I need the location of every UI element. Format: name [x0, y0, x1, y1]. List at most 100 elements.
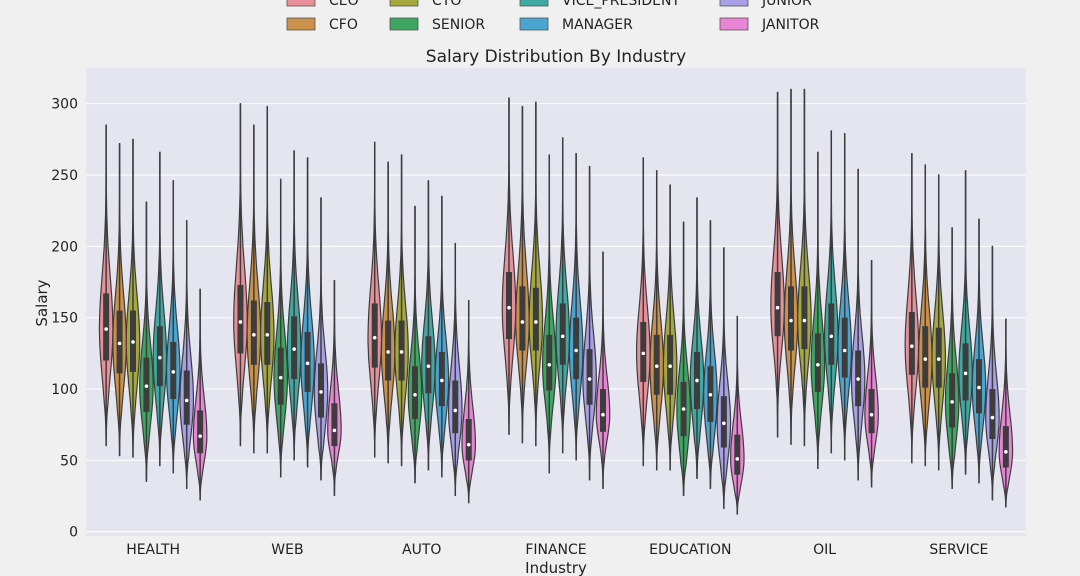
- violin-iqr-box: [922, 326, 929, 388]
- violin-median: [507, 305, 511, 310]
- violin-median: [775, 305, 780, 310]
- x-tick-label: AUTO: [402, 542, 441, 558]
- violin-median: [977, 385, 981, 390]
- violin-janitor-web: [327, 280, 342, 497]
- violin-median: [104, 327, 108, 331]
- legend-label: JANITOR: [761, 17, 820, 33]
- violin-median: [547, 362, 552, 367]
- y-axis: 0 50 100 150 200 250 300: [51, 97, 78, 541]
- violin-median: [722, 421, 726, 426]
- violin-iqr-box: [237, 284, 244, 354]
- violin-senior-web: [273, 178, 288, 478]
- violin-junior-health: [179, 220, 194, 489]
- y-tick-label: 300: [51, 97, 78, 113]
- violin-cto-oil: [797, 88, 812, 447]
- violin-iqr-box: [841, 317, 848, 378]
- violin-iqr-box: [586, 349, 593, 405]
- violin-median: [252, 333, 256, 337]
- violin-iqr-box: [600, 389, 606, 432]
- violin-median: [910, 344, 914, 349]
- legend-swatch: [519, 17, 549, 31]
- violin-median: [574, 348, 578, 353]
- legend-item-janitor: JANITOR: [719, 17, 820, 33]
- violin-median: [131, 340, 135, 344]
- violin-median: [869, 412, 874, 417]
- y-axis-label: Salary: [33, 279, 51, 326]
- y-tick-label: 250: [51, 168, 78, 184]
- legend-item-cfo: CFO: [286, 17, 358, 33]
- violin-senior-service: [944, 227, 960, 489]
- violin-median: [681, 407, 686, 411]
- violin-median: [117, 341, 122, 346]
- violin-iqr-box: [559, 303, 566, 365]
- legend-item-manager: MANAGER: [519, 17, 633, 33]
- legend-label: CFO: [329, 17, 358, 33]
- violin-junior-education: [716, 247, 732, 509]
- violin-median: [708, 392, 713, 397]
- legend-label: VICE_PRESIDENT: [562, 0, 680, 9]
- violin-median: [601, 412, 605, 417]
- violin-median: [829, 334, 834, 339]
- violin-iqr-box: [506, 272, 512, 340]
- y-tick-label: 0: [69, 525, 78, 541]
- violin-senior-auto: [407, 205, 423, 484]
- violin-iqr-box: [989, 389, 996, 439]
- violin-median: [1004, 450, 1008, 454]
- y-tick-label: 100: [51, 382, 78, 398]
- violin-median: [842, 348, 847, 353]
- violin-median: [923, 357, 928, 361]
- violin-median: [466, 442, 471, 447]
- violin-median: [856, 377, 860, 381]
- violin-junior-auto: [448, 242, 463, 497]
- violin-ceo-health: [98, 124, 114, 447]
- x-tick-label: FINANCE: [525, 542, 586, 558]
- violin-manager-education: [703, 220, 718, 489]
- violin-iqr-box: [412, 366, 418, 419]
- legend-label: CEO: [329, 0, 359, 9]
- violin-manager-service: [971, 218, 987, 484]
- violin-iqr-box: [197, 410, 204, 454]
- violin-iqr-box: [868, 389, 875, 434]
- legend-swatch: [389, 17, 419, 31]
- x-axis: HEALTH WEB AUTO FINANCE EDUCATION OIL SERVICE: [126, 542, 988, 558]
- violin-manager-auto: [434, 195, 450, 478]
- violin-median: [990, 415, 995, 420]
- violin-janitor-finance: [595, 251, 611, 489]
- violin-cto-finance: [528, 101, 544, 447]
- x-tick-label: HEALTH: [126, 542, 180, 558]
- legend-item-junior: JUNIOR: [719, 0, 812, 9]
- violin-iqr-box: [774, 272, 781, 337]
- violin-median: [520, 320, 525, 324]
- violin-median: [453, 408, 458, 413]
- violin-cfo-auto: [380, 161, 396, 464]
- legend-item-senior: SENIOR: [389, 17, 485, 33]
- violin-janitor-oil: [864, 260, 879, 488]
- violin-median: [587, 377, 592, 381]
- violin-iqr-box: [546, 334, 553, 391]
- violin-iqr-box: [532, 287, 539, 351]
- violin-junior-web: [313, 197, 329, 481]
- violin-iqr-box: [734, 434, 741, 475]
- violin-median: [292, 347, 296, 351]
- violin-iqr-box: [519, 286, 526, 351]
- x-tick-label: SERVICE: [929, 542, 988, 558]
- legend-label: SENIOR: [432, 17, 485, 33]
- legend-swatch: [719, 17, 749, 31]
- violin-median: [789, 318, 793, 323]
- violin-senior-education: [676, 221, 691, 497]
- y-tick-label: 200: [51, 239, 78, 255]
- violin-median: [426, 364, 431, 369]
- violin-median: [936, 357, 941, 361]
- violin-median: [265, 333, 270, 337]
- legend-label: MANAGER: [562, 17, 633, 33]
- violin-manager-health: [166, 180, 181, 474]
- violin-iqr-box: [465, 419, 472, 461]
- violin-iqr-box: [788, 286, 794, 351]
- violin-janitor-service: [998, 318, 1014, 508]
- violin-median: [534, 320, 538, 324]
- violin-manager-finance: [568, 153, 584, 461]
- violin-iqr-box: [814, 333, 821, 392]
- violin-median: [305, 361, 310, 366]
- violin-median: [238, 320, 243, 324]
- violin-cto-auto: [394, 154, 409, 467]
